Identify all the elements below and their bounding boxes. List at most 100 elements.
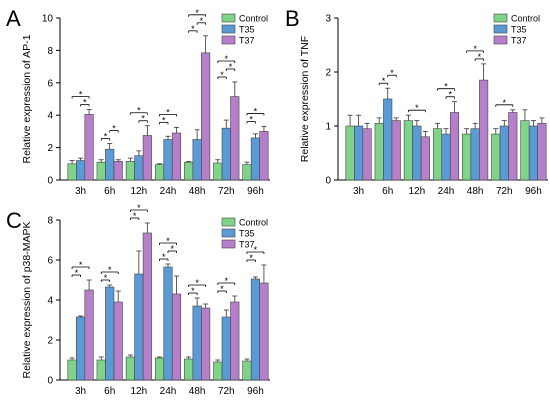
legend-swatch-t35 bbox=[221, 228, 236, 238]
y-axis-title: Relative expression of TNF bbox=[299, 36, 311, 162]
bar-control-24h bbox=[154, 357, 165, 381]
y-tick-label: 0 bbox=[325, 176, 331, 187]
bar-control-3h bbox=[345, 125, 355, 181]
significance-star: * bbox=[104, 273, 108, 283]
bar-t37-6h bbox=[113, 301, 123, 381]
legend-label-t35: T35 bbox=[239, 25, 255, 35]
bar-control-6h bbox=[96, 161, 106, 181]
y-axis-title: Relative expression of p38-MAPK bbox=[21, 222, 33, 379]
bar-t35-6h bbox=[383, 98, 393, 181]
x-tick-label: 3h bbox=[75, 386, 86, 397]
bar-control-6h bbox=[374, 123, 384, 181]
bar-control-12h bbox=[125, 161, 135, 181]
significance-star: * bbox=[220, 70, 224, 80]
bar-t37-48h bbox=[479, 79, 489, 181]
bar-t35-24h bbox=[441, 133, 451, 181]
x-tick-label: 72h bbox=[218, 186, 235, 197]
bar-t37-24h bbox=[449, 112, 460, 181]
x-tick-label: 12h bbox=[131, 186, 148, 197]
bar-t37-6h bbox=[391, 120, 401, 181]
bar-t35-3h bbox=[76, 160, 86, 181]
significance-star: * bbox=[79, 90, 83, 100]
x-tick-label: 24h bbox=[438, 186, 455, 197]
y-tick-label: 10 bbox=[42, 14, 54, 25]
significance-star: * bbox=[162, 252, 166, 262]
significance-star: * bbox=[166, 107, 170, 117]
bar-t35-48h bbox=[470, 128, 480, 181]
x-tick-label: 72h bbox=[218, 386, 235, 397]
significance-star: * bbox=[75, 268, 79, 278]
y-tick-label: 8 bbox=[47, 216, 53, 227]
x-tick-label: 3h bbox=[75, 186, 86, 197]
bar-t35-24h bbox=[163, 139, 173, 181]
legend-swatch-t35 bbox=[221, 24, 236, 34]
bar-t35-3h bbox=[76, 316, 86, 381]
bar-t35-12h bbox=[134, 155, 144, 181]
significance-star: * bbox=[444, 82, 448, 92]
bar-t37-48h bbox=[201, 307, 211, 381]
chart-panel-b: B 0 1 2 3 Relative expression of TNF 3h 6h 12h 24… bbox=[285, 6, 548, 197]
x-tick-label: 12h bbox=[409, 186, 426, 197]
bar-control-72h bbox=[491, 133, 501, 181]
legend-label-control: Control bbox=[511, 14, 540, 24]
chart-panel-a: A 0 2 4 6 8 10 Relative expression of AP-1 3h 6h 1… bbox=[6, 6, 270, 197]
legend-label-t37: T37 bbox=[239, 240, 255, 250]
bar-t37-6h bbox=[113, 161, 123, 181]
significance-star: * bbox=[390, 68, 394, 78]
legend-label-t37: T37 bbox=[239, 36, 255, 46]
bar-t37-72h bbox=[230, 301, 240, 381]
y-tick-label: 2 bbox=[47, 143, 53, 154]
bar-t37-12h bbox=[420, 136, 430, 181]
bar-t35-96h bbox=[250, 278, 260, 381]
bar-t35-6h bbox=[105, 286, 115, 381]
bar-t37-12h bbox=[142, 232, 152, 381]
significance-star: * bbox=[108, 265, 112, 275]
legend-swatch-control bbox=[493, 13, 508, 23]
x-tick-label: 6h bbox=[104, 386, 115, 397]
bar-t35-6h bbox=[105, 148, 115, 181]
bar-control-24h bbox=[432, 128, 443, 181]
bar-t37-96h bbox=[537, 123, 547, 181]
bar-t35-12h bbox=[412, 125, 422, 181]
significance-star: * bbox=[503, 98, 507, 108]
significance-star: * bbox=[191, 286, 195, 296]
legend-label-t37: T37 bbox=[511, 36, 527, 46]
y-tick-label: 4 bbox=[47, 111, 53, 122]
bar-control-72h bbox=[213, 162, 223, 181]
x-tick-label: 6h bbox=[104, 186, 115, 197]
legend-swatch-t37 bbox=[221, 239, 236, 249]
bar-t35-48h bbox=[192, 139, 202, 181]
bar-t37-72h bbox=[230, 96, 240, 181]
bar-t37-3h bbox=[84, 289, 94, 381]
significance-star: * bbox=[137, 203, 141, 213]
significance-star: * bbox=[448, 90, 452, 100]
bar-control-96h bbox=[242, 164, 252, 181]
significance-star: * bbox=[133, 211, 137, 221]
significance-star: * bbox=[473, 44, 477, 54]
bar-control-3h bbox=[67, 163, 77, 181]
chart-panel-c: C 0 2 4 6 8 Relative expression of p38-MAPK 3h 6… bbox=[6, 203, 270, 397]
bar-control-12h bbox=[403, 120, 413, 181]
significance-star: * bbox=[382, 76, 386, 86]
bar-t35-3h bbox=[354, 125, 364, 181]
y-axis-title: Relative expression of AP-1 bbox=[21, 34, 33, 163]
bar-t37-72h bbox=[508, 112, 518, 181]
bar-t37-3h bbox=[362, 128, 372, 181]
significance-star: * bbox=[225, 54, 229, 64]
legend-label-t35: T35 bbox=[239, 229, 255, 239]
bar-t35-72h bbox=[499, 125, 509, 181]
x-tick-label: 48h bbox=[467, 186, 484, 197]
significance-star: * bbox=[254, 107, 258, 117]
x-tick-label: 96h bbox=[525, 186, 542, 197]
bar-control-3h bbox=[67, 359, 77, 381]
bar-t35-72h bbox=[221, 127, 231, 181]
significance-star: * bbox=[220, 284, 224, 294]
significance-star: * bbox=[137, 106, 141, 116]
significance-star: * bbox=[166, 236, 170, 246]
y-tick-label: 2 bbox=[325, 68, 331, 79]
bar-t37-48h bbox=[201, 52, 211, 181]
significance-star: * bbox=[170, 244, 174, 254]
